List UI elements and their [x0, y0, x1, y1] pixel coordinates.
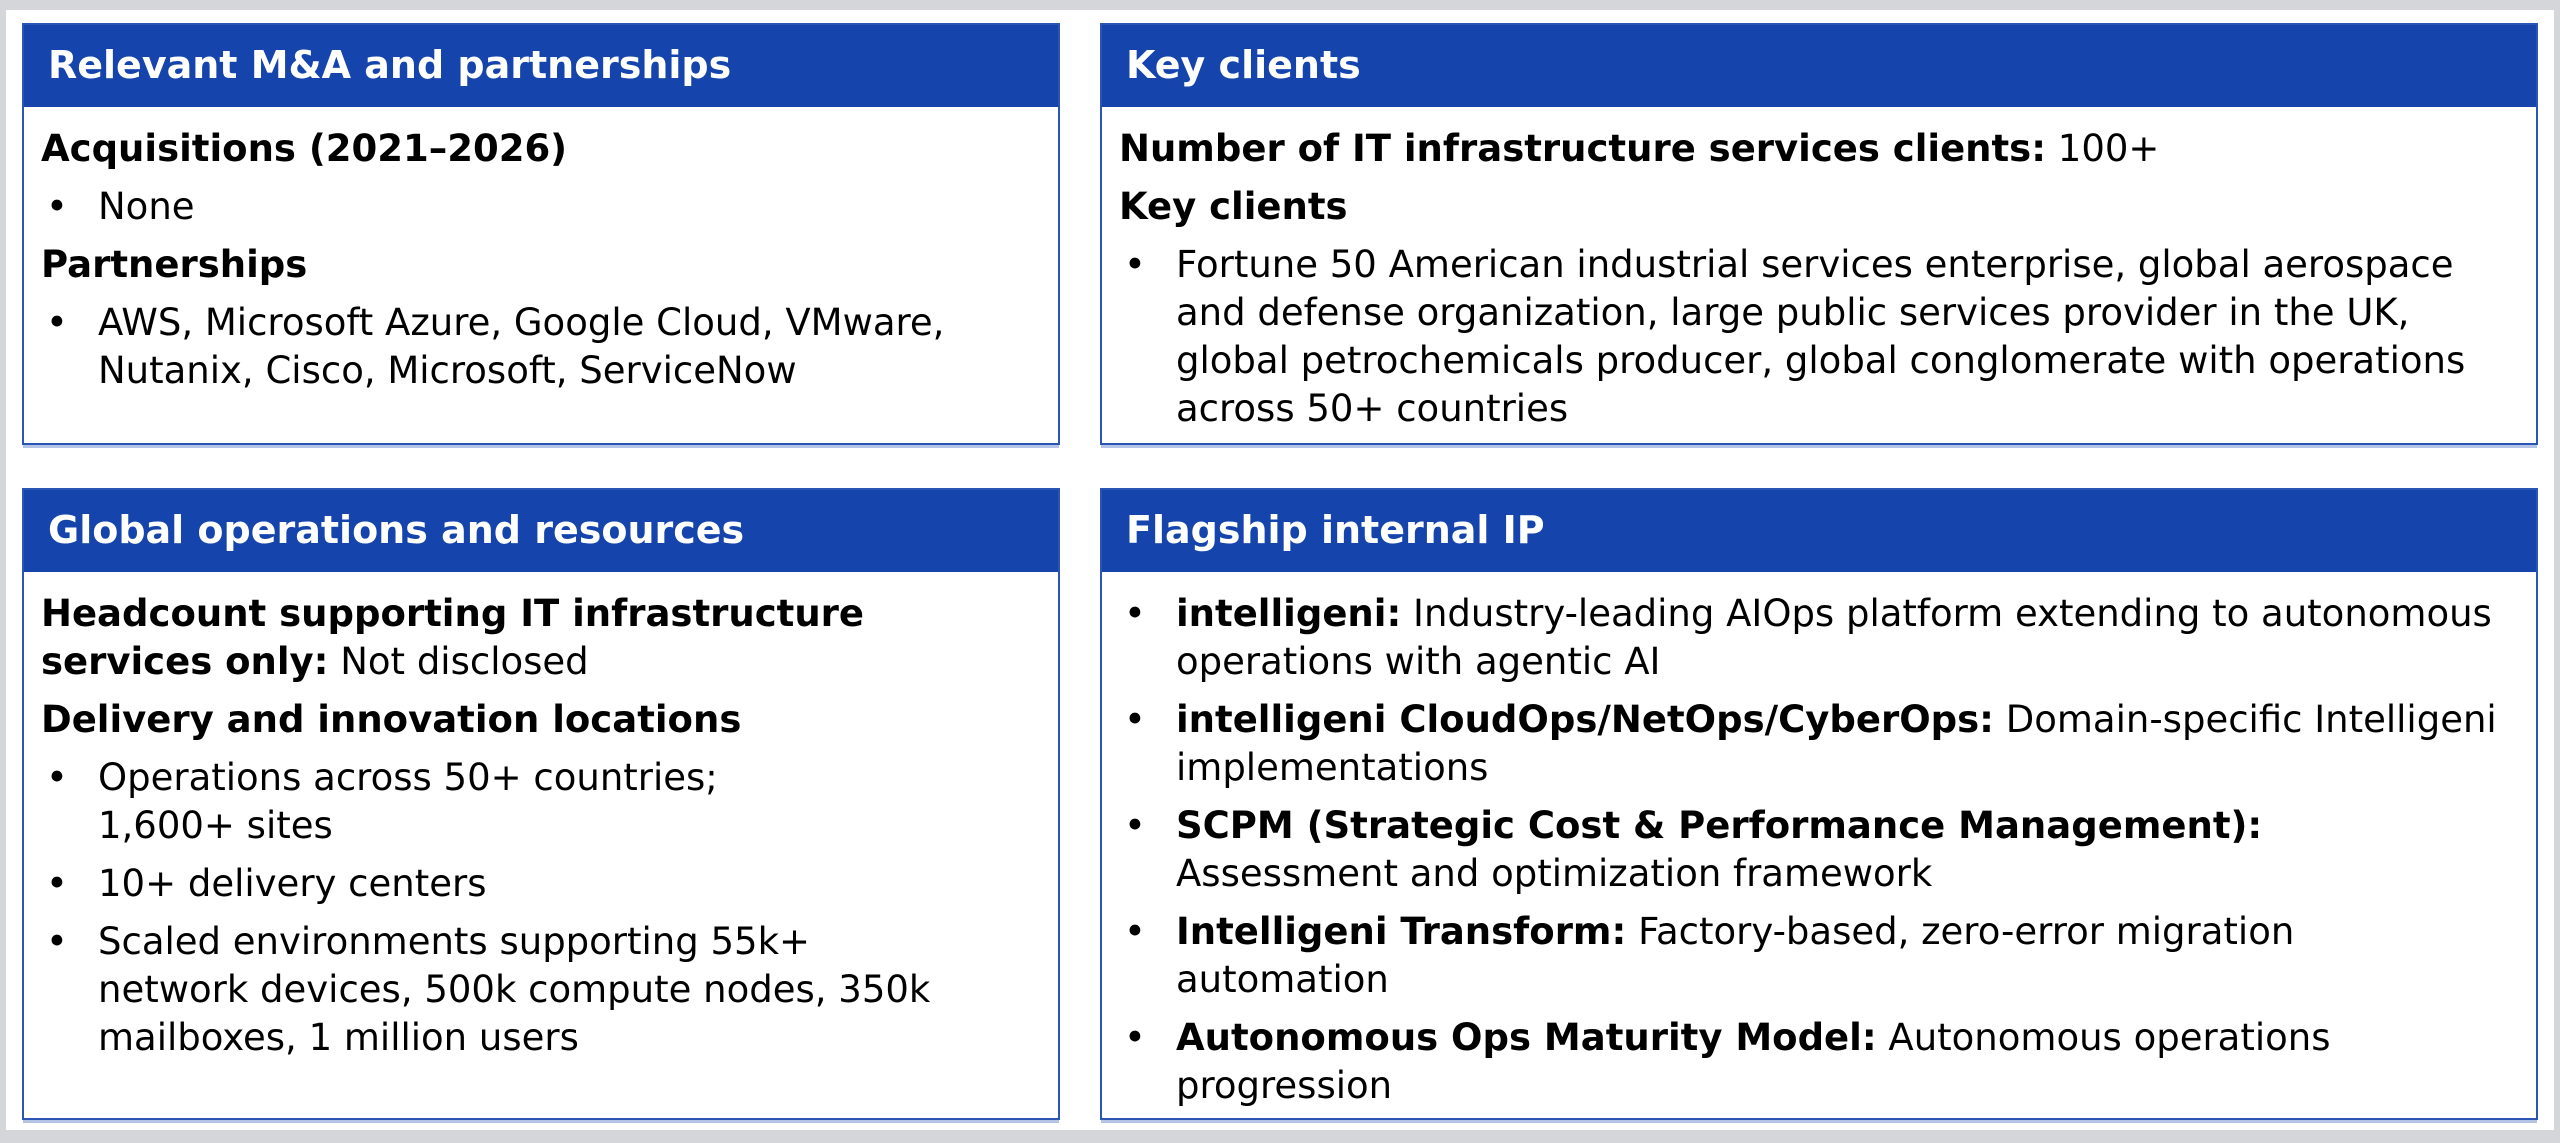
bullet-icon: • — [46, 756, 68, 799]
panel-header-ma: Relevant M&A and partnerships — [24, 25, 1058, 107]
bullet-icon: • — [1124, 592, 1146, 635]
bullet-item-scaled-environments: • Scaled environments supporting 55k+ ne… — [46, 918, 1038, 1062]
headcount-label: Headcount supporting IT infrastructure s… — [41, 592, 865, 683]
bullet-text: AWS, Microsoft Azure, Google Cloud, VMwa… — [98, 301, 945, 392]
panel-flagship-ip: Flagship internal IP • intelligeni: Indu… — [1100, 488, 2538, 1120]
partnerships-heading: Partnerships — [41, 243, 308, 286]
acquisitions-heading: Acquisitions (2021–2026) — [41, 127, 568, 170]
bullet-rest: Autonomous operations progression — [1176, 1016, 2331, 1107]
bullet-lead: SCPM (Strategic Cost & Performance Manag… — [1176, 804, 2263, 847]
panel-header-global-ops: Global operations and resources — [24, 490, 1058, 572]
panel-body-flagship-ip: • intelligeni: Industry-leading AIOps pl… — [1102, 572, 2536, 1118]
panel-body-global-ops: Headcount supporting IT infrastructure s… — [24, 572, 1058, 1118]
bullet-item-delivery-centers: • 10+ delivery centers — [46, 860, 1038, 908]
bullet-rest: Domain-specific Intelligeni implementati… — [1176, 698, 2497, 789]
bullet-item-intelligeni-domains: • intelligeni CloudOps/NetOps/CyberOps: … — [1124, 696, 2516, 792]
bullet-item-intelligeni-transform: • Intelligeni Transform: Factory-based, … — [1124, 908, 2516, 1004]
panel-body-ma: Acquisitions (2021–2026) • None Partners… — [24, 107, 1058, 443]
bullet-item-acquisitions-none: • None — [46, 183, 1038, 231]
bullet-text: intelligeni CloudOps/NetOps/CyberOps: Do… — [1176, 696, 2516, 792]
panel-key-clients: Key clients Number of IT infrastructure … — [1100, 23, 2538, 445]
panel-title-global-ops: Global operations and resources — [48, 508, 745, 552]
panel-body-key-clients: Number of IT infrastructure services cli… — [1102, 107, 2536, 443]
bullet-text: None — [98, 185, 195, 228]
clients-count-value: 100+ — [2057, 127, 2160, 170]
delivery-locations-heading: Delivery and innovation locations — [41, 698, 742, 741]
bullet-item-autonomous-ops-model: • Autonomous Ops Maturity Model: Autonom… — [1124, 1014, 2516, 1110]
bullet-item-scpm: • SCPM (Strategic Cost & Performance Man… — [1124, 802, 2516, 898]
bullet-text: Autonomous Ops Maturity Model: Autonomou… — [1176, 1014, 2516, 1110]
clients-count-line: Number of IT infrastructure services cli… — [1119, 125, 2516, 173]
bullet-text: Intelligeni Transform: Factory-based, ze… — [1176, 908, 2516, 1004]
panel-relevant-ma-partnerships: Relevant M&A and partnerships Acquisitio… — [22, 23, 1060, 445]
bullet-icon: • — [1124, 1016, 1146, 1059]
bullet-item-key-clients: • Fortune 50 American industrial service… — [1124, 241, 2516, 433]
bullet-lead: intelligeni: — [1176, 592, 1402, 635]
headcount-line: Headcount supporting IT infrastructure s… — [41, 590, 1038, 686]
bullet-rest: Assessment and optimization framework — [1176, 852, 1933, 895]
clients-count-label: Number of IT infrastructure services cli… — [1119, 127, 2047, 170]
panel-header-flagship-ip: Flagship internal IP — [1102, 490, 2536, 572]
bullet-text: intelligeni: Industry-leading AIOps plat… — [1176, 590, 2516, 686]
bullet-lead: intelligeni CloudOps/NetOps/CyberOps: — [1176, 698, 1994, 741]
bullet-icon: • — [1124, 698, 1146, 741]
bullet-item-partnerships-list: • AWS, Microsoft Azure, Google Cloud, VM… — [46, 299, 1038, 395]
bullet-icon: • — [1124, 804, 1146, 847]
panel-title-key-clients: Key clients — [1126, 43, 1361, 87]
bullet-text: Scaled environments supporting 55k+ netw… — [98, 920, 931, 1059]
bullet-lead: Intelligeni Transform: — [1176, 910, 1627, 953]
bullet-icon: • — [46, 301, 68, 344]
bullet-rest: Factory-based, zero-error migration auto… — [1176, 910, 2295, 1001]
panels-grid: Relevant M&A and partnerships Acquisitio… — [22, 23, 2538, 1120]
key-clients-heading: Key clients — [1119, 185, 1348, 228]
bullet-text: SCPM (Strategic Cost & Performance Manag… — [1176, 802, 2516, 898]
panel-global-operations: Global operations and resources Headcoun… — [22, 488, 1060, 1120]
bullet-icon: • — [46, 862, 68, 905]
headcount-value: Not disclosed — [340, 640, 589, 683]
bullet-item-operations-countries: • Operations across 50+ countries; 1,600… — [46, 754, 1038, 850]
bullet-item-intelligeni: • intelligeni: Industry-leading AIOps pl… — [1124, 590, 2516, 686]
panel-title-flagship-ip: Flagship internal IP — [1126, 508, 1545, 552]
bullet-lead: Autonomous Ops Maturity Model: — [1176, 1016, 1877, 1059]
panel-header-key-clients: Key clients — [1102, 25, 2536, 107]
bullet-icon: • — [46, 185, 68, 228]
bullet-text: Operations across 50+ countries; 1,600+ … — [98, 756, 718, 847]
bullet-icon: • — [1124, 243, 1146, 286]
panel-title-ma: Relevant M&A and partnerships — [48, 43, 732, 87]
bullet-text: Fortune 50 American industrial services … — [1176, 243, 2466, 430]
bullet-rest: Industry-leading AIOps platform extendin… — [1176, 592, 2492, 683]
bullet-text: 10+ delivery centers — [98, 862, 487, 905]
bullet-icon: • — [1124, 910, 1146, 953]
bullet-icon: • — [46, 920, 68, 963]
